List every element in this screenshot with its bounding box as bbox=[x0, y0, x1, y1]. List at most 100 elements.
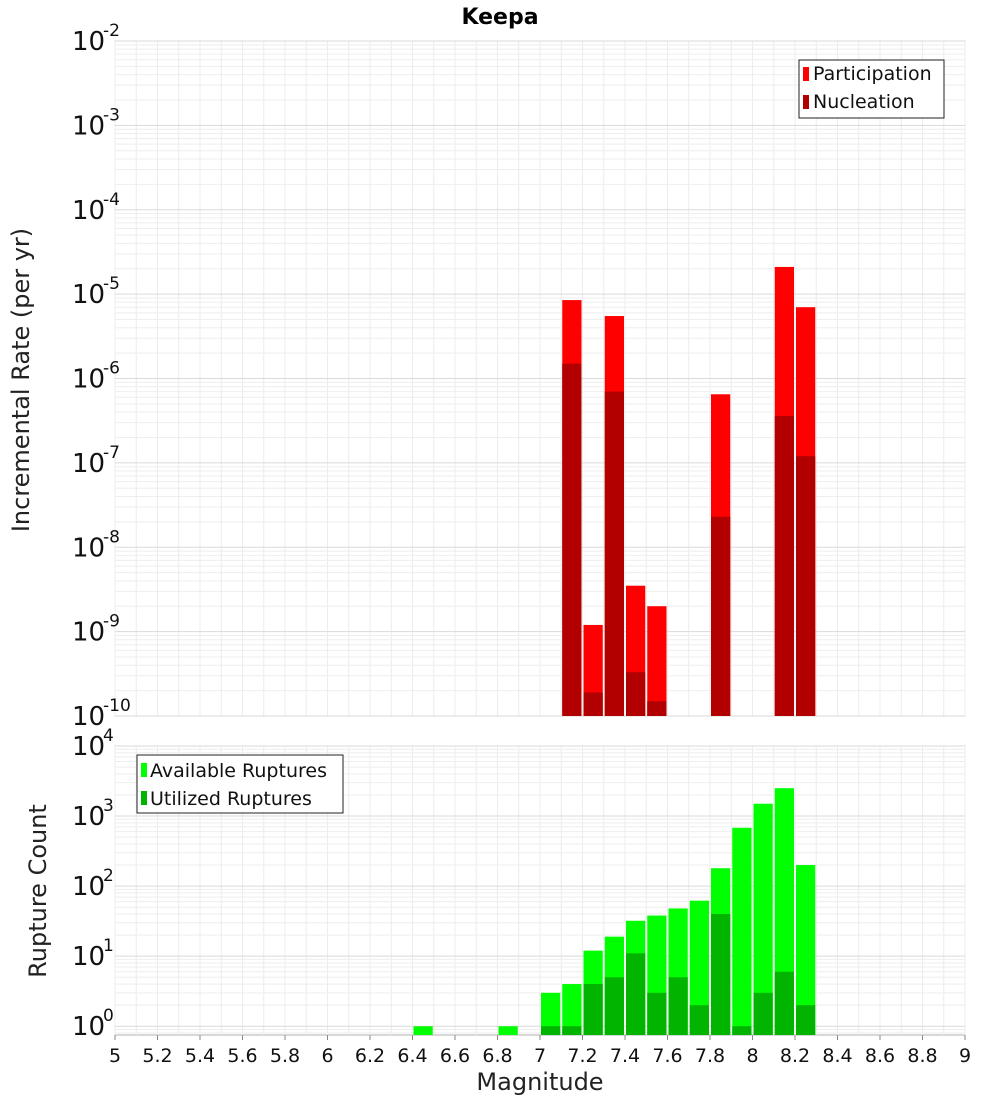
x-tick-label: 5.8 bbox=[270, 1045, 300, 1067]
bar-nucleation bbox=[604, 391, 624, 716]
bottom-gridlines bbox=[114, 745, 966, 1035]
bar-utilized-ruptures bbox=[732, 1026, 752, 1035]
x-tick-label: 5.2 bbox=[142, 1045, 172, 1067]
bar-nucleation bbox=[796, 456, 816, 716]
bottom-legend-box bbox=[136, 754, 344, 814]
top-plot: 10-210-310-410-510-610-710-810-910-10 In… bbox=[7, 21, 966, 732]
y-tick-exponent: -4 bbox=[103, 190, 120, 210]
bar-utilized-ruptures bbox=[604, 977, 624, 1035]
bar-available-ruptures bbox=[413, 1026, 433, 1035]
y-tick-label: 10 bbox=[72, 942, 105, 972]
y-tick-label: 10 bbox=[72, 280, 105, 310]
bar-nucleation bbox=[711, 516, 731, 716]
y-tick-exponent: -2 bbox=[103, 21, 120, 41]
bar-utilized-ruptures bbox=[753, 992, 773, 1035]
y-tick-label: 10 bbox=[72, 872, 105, 902]
legend-label-participation: Participation bbox=[813, 63, 932, 85]
x-tick-label: 6.4 bbox=[397, 1045, 427, 1067]
legend-swatch-utilized-ruptures bbox=[141, 791, 147, 805]
x-tick-label: 7.8 bbox=[695, 1045, 725, 1067]
bar-utilized-ruptures bbox=[668, 977, 688, 1035]
x-axis-label: Magnitude bbox=[476, 1068, 603, 1096]
y-tick-exponent: -8 bbox=[103, 527, 120, 547]
bar-available-ruptures bbox=[541, 992, 561, 1035]
x-tick-label: 6.6 bbox=[440, 1045, 470, 1067]
bottom-legend: Available Ruptures Utilized Ruptures bbox=[136, 754, 344, 814]
top-legend-box bbox=[798, 59, 945, 119]
top-y-axis-label: Incremental Rate (per yr) bbox=[7, 228, 35, 532]
y-tick-exponent: -10 bbox=[103, 696, 131, 716]
x-tick-label: 5.6 bbox=[227, 1045, 257, 1067]
bar-nucleation bbox=[583, 692, 603, 716]
bar-utilized-ruptures bbox=[626, 953, 646, 1035]
bar-utilized-ruptures bbox=[583, 984, 603, 1035]
bar-available-ruptures bbox=[796, 865, 816, 1035]
bar-utilized-ruptures bbox=[774, 971, 794, 1035]
y-tick-label: 10 bbox=[72, 449, 105, 479]
bar-participation bbox=[647, 606, 667, 716]
y-tick-exponent: -3 bbox=[103, 105, 120, 125]
x-tick-label: 8.2 bbox=[780, 1045, 810, 1067]
x-tick-label: 7.4 bbox=[610, 1045, 640, 1067]
bar-nucleation bbox=[774, 415, 794, 716]
y-tick-label: 10 bbox=[72, 27, 105, 57]
bar-available-ruptures bbox=[562, 984, 582, 1035]
y-tick-label: 10 bbox=[72, 533, 105, 563]
bar-nucleation bbox=[647, 701, 667, 716]
top-bars bbox=[562, 266, 816, 716]
legend-label-utilized-ruptures: Utilized Ruptures bbox=[150, 788, 312, 810]
legend-swatch-nucleation bbox=[803, 95, 809, 109]
legend-label-nucleation: Nucleation bbox=[813, 91, 915, 113]
y-tick-label: 10 bbox=[72, 732, 105, 762]
bar-available-ruptures bbox=[732, 827, 752, 1035]
x-tick-label: 7.6 bbox=[652, 1045, 682, 1067]
y-tick-exponent: -7 bbox=[103, 443, 120, 463]
x-tick-label: 8.6 bbox=[865, 1045, 895, 1067]
y-tick-exponent: -5 bbox=[103, 274, 120, 294]
y-tick-label: 10 bbox=[72, 802, 105, 832]
y-tick-exponent: 4 bbox=[103, 726, 114, 746]
bar-available-ruptures bbox=[753, 803, 773, 1035]
bar-utilized-ruptures bbox=[562, 1026, 582, 1035]
y-tick-exponent: -6 bbox=[103, 359, 120, 379]
top-legend: Participation Nucleation bbox=[798, 59, 945, 119]
bar-utilized-ruptures bbox=[647, 992, 667, 1035]
y-tick-label: 10 bbox=[72, 1012, 105, 1042]
bar-nucleation bbox=[562, 363, 582, 716]
legend-label-available-ruptures: Available Ruptures bbox=[150, 760, 327, 782]
y-tick-label: 10 bbox=[72, 618, 105, 648]
x-tick-label: 7.2 bbox=[567, 1045, 597, 1067]
y-tick-exponent: 2 bbox=[103, 866, 114, 886]
chart-title: Keepa bbox=[461, 5, 538, 30]
y-tick-label: 10 bbox=[72, 111, 105, 141]
x-tick-label: 5 bbox=[109, 1045, 121, 1067]
y-tick-exponent: 1 bbox=[103, 936, 114, 956]
x-tick-label: 9 bbox=[959, 1045, 971, 1067]
bottom-bars bbox=[413, 788, 816, 1035]
bar-utilized-ruptures bbox=[796, 1005, 816, 1035]
bottom-y-axis-label: Rupture Count bbox=[24, 804, 52, 978]
x-tick-label: 6.8 bbox=[482, 1045, 512, 1067]
x-ticks: 5 5.2 5.4 5.6 5.8 6 6.2 6.4 6.6 6.8 7 7.2 7.4 7.6 7.8 8… bbox=[109, 1035, 971, 1067]
x-tick-label: 7 bbox=[534, 1045, 546, 1067]
x-tick-label: 6 bbox=[321, 1045, 333, 1067]
bar-utilized-ruptures bbox=[689, 1005, 709, 1035]
x-tick-label: 8 bbox=[746, 1045, 758, 1067]
y-tick-label: 10 bbox=[72, 702, 105, 732]
top-y-ticks: 10-210-310-410-510-610-710-810-910-10 bbox=[72, 21, 131, 732]
bar-utilized-ruptures bbox=[541, 1026, 561, 1035]
bar-available-ruptures bbox=[498, 1026, 518, 1035]
x-tick-label: 5.4 bbox=[185, 1045, 215, 1067]
bar-nucleation bbox=[626, 672, 646, 716]
y-tick-label: 10 bbox=[72, 365, 105, 395]
x-tick-label: 6.2 bbox=[355, 1045, 385, 1067]
top-gridlines bbox=[114, 40, 966, 717]
bar-utilized-ruptures bbox=[711, 914, 731, 1035]
legend-swatch-participation bbox=[803, 67, 809, 81]
bar-available-ruptures bbox=[689, 900, 709, 1035]
y-tick-exponent: 3 bbox=[103, 796, 114, 816]
y-tick-exponent: -9 bbox=[103, 612, 120, 632]
